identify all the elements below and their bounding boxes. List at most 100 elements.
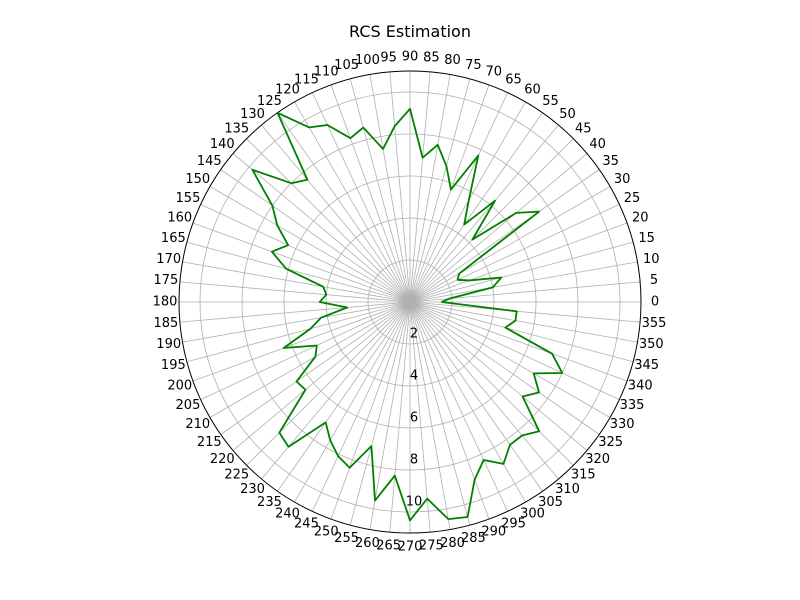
theta-tick-label: 260 <box>355 536 380 551</box>
theta-tick-label: 295 <box>501 517 526 532</box>
theta-tick-label: 255 <box>334 531 359 546</box>
r-tick-label: 4 <box>410 369 418 384</box>
theta-gridline <box>246 138 411 303</box>
r-gridline <box>199 91 621 513</box>
theta-gridline <box>409 301 526 503</box>
theta-gridline <box>369 301 411 530</box>
theta-gridline <box>409 124 559 303</box>
theta-tick-label: 235 <box>257 495 282 510</box>
theta-tick-label: 335 <box>620 398 645 413</box>
theta-gridline <box>409 301 628 382</box>
theta-tick-label: 115 <box>294 72 319 87</box>
theta-gridline <box>409 301 600 435</box>
r-tick-label: 2 <box>410 327 418 342</box>
theta-gridline <box>209 186 411 303</box>
theta-gridline <box>409 112 543 303</box>
theta-tick-label: 45 <box>575 121 592 136</box>
theta-gridline <box>409 186 611 303</box>
theta-tick-label: 15 <box>638 231 655 246</box>
theta-tick-label: 5 <box>650 273 658 288</box>
theta-tick-label: 60 <box>524 82 541 97</box>
theta-tick-label: 50 <box>559 107 576 122</box>
theta-gridline <box>349 301 411 526</box>
theta-gridline <box>409 301 641 323</box>
theta-tick-label: 315 <box>571 468 596 483</box>
theta-gridline <box>232 301 411 451</box>
theta-gridline <box>409 301 634 363</box>
theta-gridline <box>409 301 490 520</box>
theta-tick-label: 125 <box>257 94 282 109</box>
theta-gridline <box>277 112 411 303</box>
theta-gridline <box>409 301 574 466</box>
theta-gridline <box>246 301 411 466</box>
series-line <box>251 107 564 522</box>
theta-tick-label: 265 <box>376 539 401 554</box>
theta-gridline <box>409 241 634 303</box>
theta-tick-label: 285 <box>461 531 486 546</box>
theta-tick-label: 280 <box>440 536 465 551</box>
theta-gridline <box>409 71 431 303</box>
theta-tick-label: 165 <box>161 231 186 246</box>
theta-tick-label: 95 <box>380 50 397 65</box>
theta-gridline <box>409 169 600 303</box>
theta-gridline <box>179 281 411 303</box>
theta-gridline <box>261 301 411 480</box>
theta-gridline <box>192 222 411 303</box>
theta-gridline <box>220 301 411 435</box>
theta-gridline <box>409 301 638 343</box>
theta-tick-label: 130 <box>240 107 265 122</box>
theta-gridline <box>369 74 411 303</box>
theta-tick-label: 240 <box>275 507 300 522</box>
theta-gridline <box>409 301 611 418</box>
theta-tick-label: 210 <box>185 417 210 432</box>
theta-tick-label: 70 <box>486 64 503 79</box>
theta-gridline <box>200 301 411 400</box>
theta-tick-label: 110 <box>314 64 339 79</box>
series-layer <box>251 107 564 522</box>
theta-gridline <box>294 101 411 303</box>
theta-tick-label: 180 <box>153 295 178 310</box>
theta-gridline <box>261 124 411 303</box>
theta-tick-label: 175 <box>154 273 179 288</box>
theta-tick-label: 85 <box>423 50 440 65</box>
theta-gridline <box>312 301 411 512</box>
theta-tick-label: 310 <box>555 482 580 497</box>
r-tick-label: 6 <box>410 411 418 426</box>
theta-gridline <box>312 92 411 303</box>
theta-tick-label: 290 <box>481 525 506 540</box>
theta-gridline <box>409 301 543 492</box>
theta-tick-label: 140 <box>210 137 235 152</box>
r-gridline <box>283 175 537 429</box>
theta-tick-label: 160 <box>167 211 192 226</box>
theta-gridline <box>389 301 411 533</box>
theta-gridline <box>409 301 559 480</box>
theta-gridline <box>277 301 411 492</box>
theta-tick-label: 245 <box>294 517 319 532</box>
theta-gridline <box>409 301 451 530</box>
theta-tick-label: 305 <box>538 495 563 510</box>
theta-tick-label: 185 <box>154 316 179 331</box>
theta-gridline <box>409 301 508 512</box>
theta-gridline <box>200 204 411 303</box>
theta-tick-label: 120 <box>275 82 300 97</box>
theta-tick-label: 215 <box>197 435 222 450</box>
theta-tick-label: 350 <box>639 337 664 352</box>
theta-gridline <box>409 138 574 303</box>
theta-gridline <box>182 301 411 343</box>
theta-gridline <box>409 92 508 303</box>
chart-title: RCS Estimation <box>349 22 471 41</box>
theta-gridline <box>409 222 628 303</box>
theta-tick-label: 190 <box>156 337 181 352</box>
theta-gridline <box>330 301 411 520</box>
theta-gridline <box>409 74 451 303</box>
theta-gridline <box>409 78 471 303</box>
theta-tick-label: 220 <box>210 452 235 467</box>
theta-tick-label: 25 <box>624 191 641 206</box>
theta-tick-label: 200 <box>167 378 192 393</box>
theta-tick-label: 230 <box>240 482 265 497</box>
theta-tick-label: 145 <box>197 154 222 169</box>
theta-tick-label: 90 <box>402 50 419 65</box>
theta-tick-label: 275 <box>419 539 444 554</box>
